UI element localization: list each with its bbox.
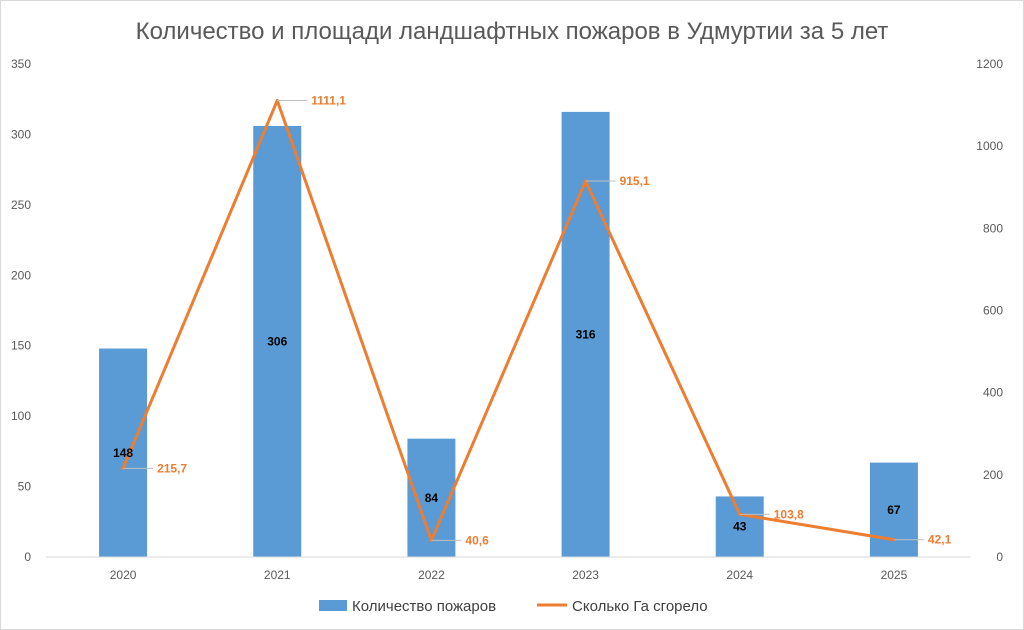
right-axis-tick-label: 1200 [976, 57, 1003, 71]
left-axis-ticks: 0 50 100 150 200 250 300 350 [11, 57, 31, 564]
bar-data-label: 306 [267, 334, 287, 348]
left-axis-tick-label: 300 [11, 127, 31, 141]
x-axis-tick-label: 2024 [726, 568, 753, 582]
line-data-label: 40,6 [465, 533, 489, 547]
x-axis-tick-label: 2021 [264, 568, 291, 582]
bar [715, 496, 764, 557]
left-axis-tick-label: 0 [24, 550, 31, 564]
left-axis-tick-label: 350 [11, 57, 31, 71]
bar [561, 111, 610, 558]
line-data-label: 103,8 [774, 507, 804, 521]
right-axis-tick-label: 800 [983, 221, 1003, 235]
bar [869, 462, 918, 557]
line-data-label: 915,1 [620, 174, 650, 188]
line-data-label: 42,1 [928, 533, 952, 547]
right-axis-ticks: 0 200 400 600 800 1000 1200 [976, 57, 1003, 564]
chart-title: Количество и площади ландшафтных пожаров… [136, 18, 889, 45]
legend-label-bar: Количество пожаров [352, 598, 496, 615]
x-axis-tick-label: 2022 [418, 568, 445, 582]
left-axis-tick-label: 100 [11, 409, 31, 423]
right-axis-tick-label: 0 [996, 550, 1003, 564]
line-series [121, 99, 896, 542]
x-axis-tick-label: 2023 [572, 568, 599, 582]
x-axis-ticks: 2020 2021 2022 2023 2024 2025 [110, 568, 908, 582]
line-data-label: 1111,1 [311, 94, 346, 108]
bar-series [99, 111, 918, 558]
legend-swatch-bar [319, 600, 347, 611]
x-axis-tick-label: 2025 [881, 568, 908, 582]
legend: Количество пожаров Сколько Га сгорело [319, 598, 708, 615]
bar [99, 348, 148, 557]
bar-data-label: 316 [576, 327, 596, 341]
right-axis-tick-label: 200 [983, 468, 1003, 482]
line-data-labels: 215,7 1111,1 40,6 915,1 103,8 42,1 [123, 94, 952, 547]
line-data-label: 215,7 [157, 461, 187, 475]
right-axis-tick-label: 1000 [976, 139, 1003, 153]
bar-data-label: 43 [733, 520, 747, 534]
left-axis-tick-label: 50 [18, 480, 32, 494]
left-axis-tick-label: 250 [11, 198, 31, 212]
right-axis-tick-label: 600 [983, 304, 1003, 318]
left-axis-tick-label: 200 [11, 268, 31, 282]
bar [253, 125, 302, 557]
line-path [121, 99, 896, 542]
bar-data-label: 67 [887, 503, 901, 517]
bar-data-labels: 148 306 84 316 43 67 [113, 327, 901, 533]
right-axis-tick-label: 400 [983, 386, 1003, 400]
bar-data-label: 84 [425, 491, 439, 505]
x-axis-tick-label: 2020 [110, 568, 137, 582]
left-axis-tick-label: 150 [11, 339, 31, 353]
bar-data-label: 148 [113, 446, 133, 460]
legend-label-line: Сколько Га сгорело [572, 598, 708, 615]
